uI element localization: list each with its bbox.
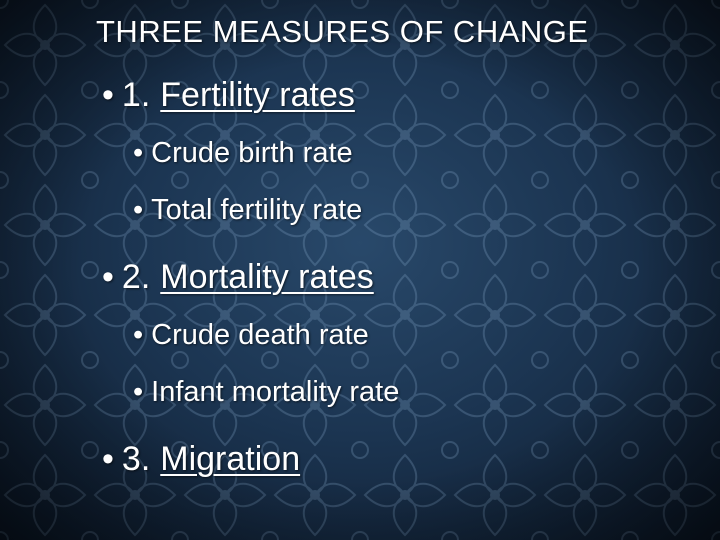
sub-item-label: Crude birth rate [151,137,353,169]
item-label: Mortality rates [160,258,374,296]
bullet-item-migration: • 3. Migration [102,440,300,479]
slide-title: THREE MEASURES OF CHANGE [96,14,589,49]
item-number: 2. [121,258,151,296]
sub-bullet-total-fertility-rate: • Total fertility rate [133,194,362,227]
item-number: 3. [121,440,151,478]
bullet-icon: • [133,194,144,226]
bullet-icon: • [102,76,114,114]
sub-item-label: Total fertility rate [151,194,363,226]
bullet-item-fertility: • 1. Fertility rates [102,76,355,115]
bullet-icon: • [133,376,144,408]
bullet-icon: • [133,319,144,351]
item-number: 1. [121,76,151,114]
bullet-icon: • [102,440,114,478]
bullet-icon: • [102,258,114,296]
item-label: Fertility rates [160,76,355,114]
sub-item-label: Crude death rate [151,319,369,351]
item-label: Migration [160,440,301,478]
bullet-icon: • [133,137,144,169]
sub-bullet-infant-mortality-rate: • Infant mortality rate [133,376,399,409]
bullet-item-mortality: • 2. Mortality rates [102,258,374,297]
sub-bullet-crude-birth-rate: • Crude birth rate [133,137,353,170]
sub-bullet-crude-death-rate: • Crude death rate [133,319,369,352]
sub-item-label: Infant mortality rate [151,376,400,408]
